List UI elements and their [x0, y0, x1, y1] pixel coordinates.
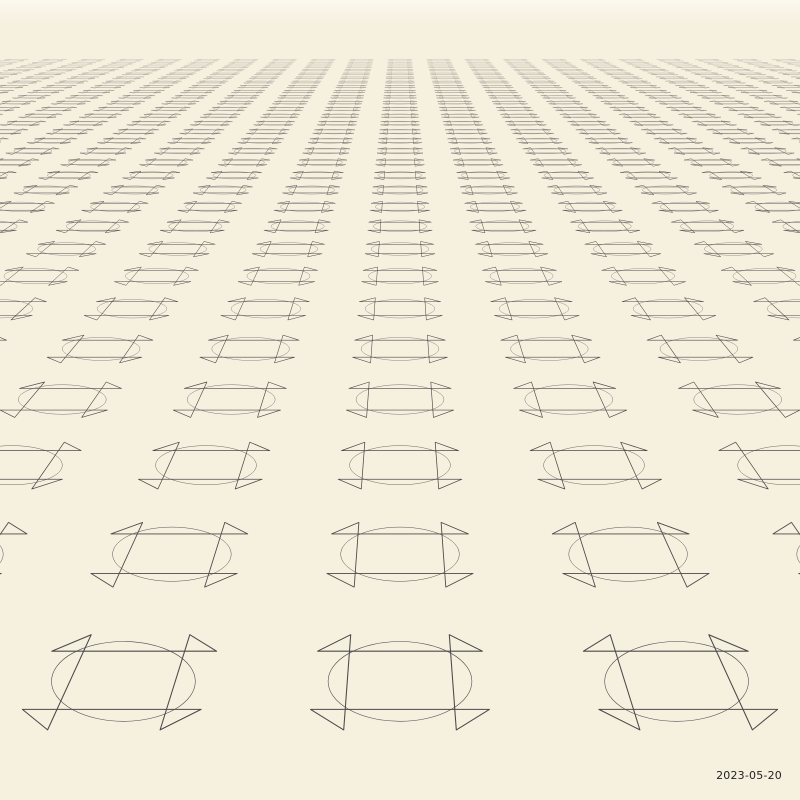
date-stamp: 2023-05-20 [716, 769, 782, 782]
